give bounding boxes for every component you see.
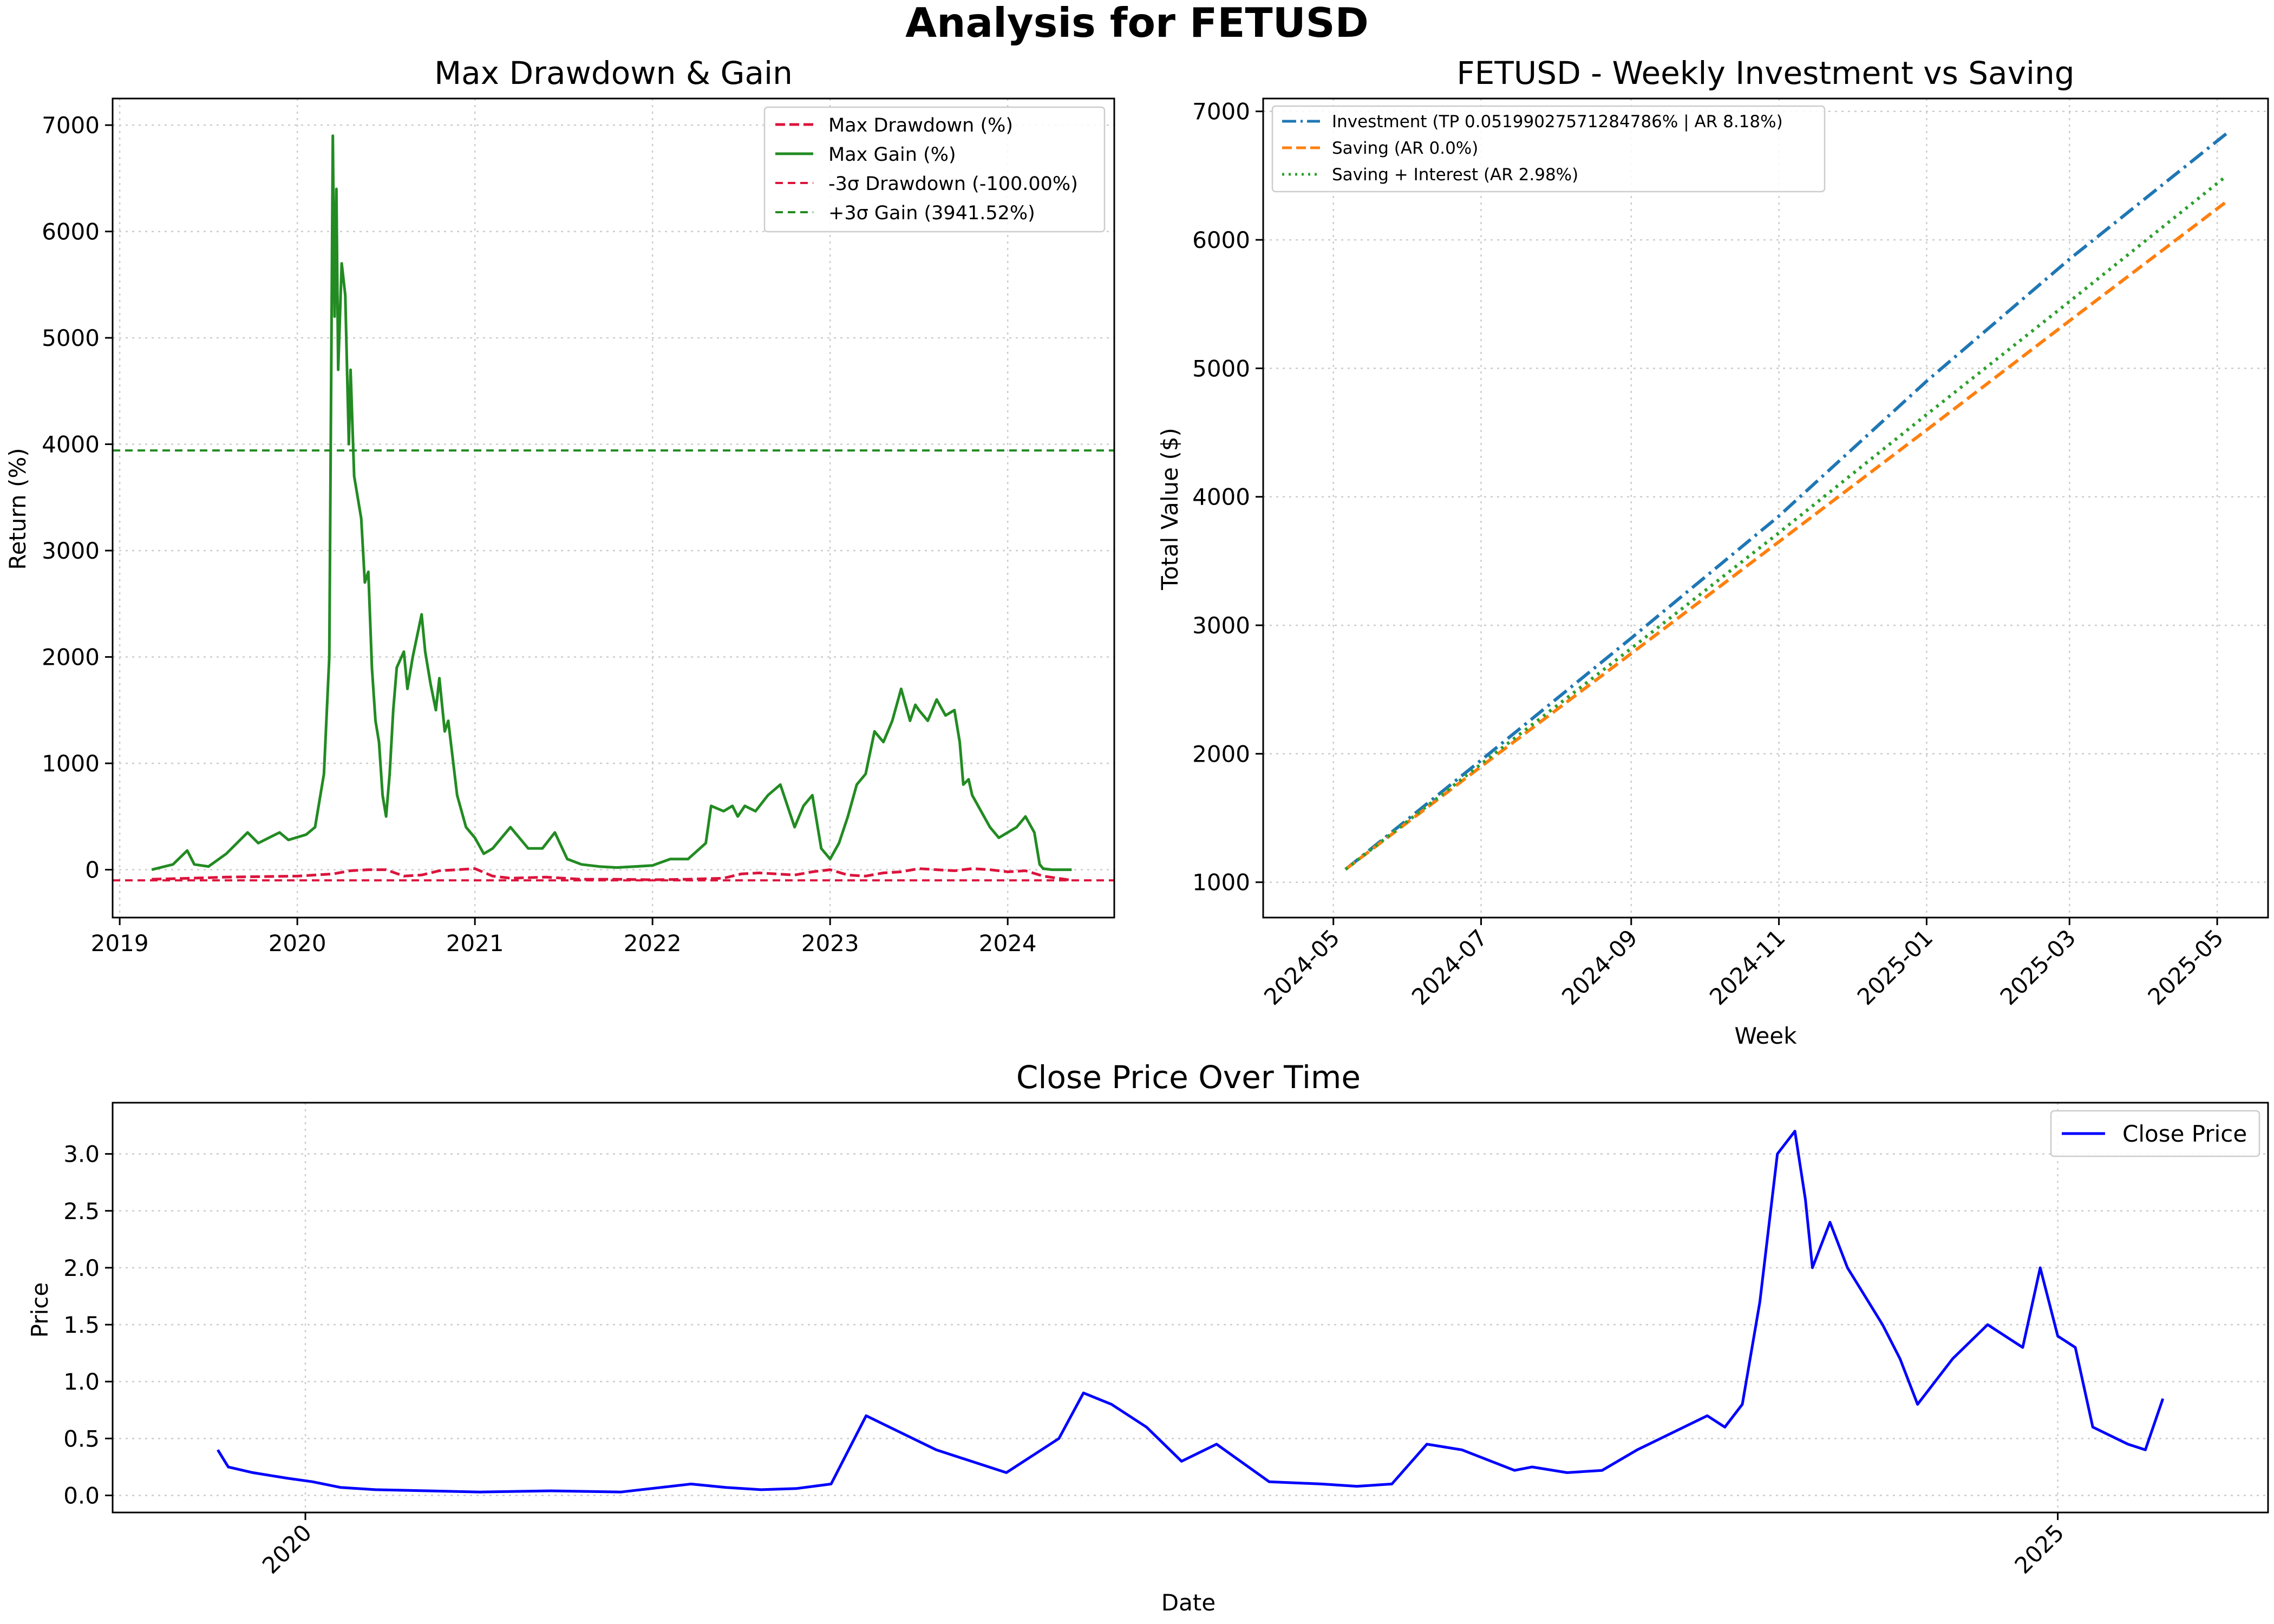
y-tick-label: 2000 [42, 644, 100, 671]
x-tick-label: 2020 [257, 1519, 317, 1579]
investment-panel: FETUSD - Weekly Investment vs Saving 202… [1156, 55, 2269, 1049]
investment-line [1344, 132, 2228, 871]
legend-max-gain: Max Gain (%) [828, 144, 956, 166]
legend-close-price: Close Price [2122, 1121, 2247, 1147]
x-tick-label: 2025-03 [1995, 924, 2081, 1010]
x-tick-label: 2020 [269, 930, 326, 957]
y-tick-label: 2.0 [63, 1255, 100, 1281]
y-tick-label: 7000 [1192, 99, 1250, 125]
y-tick-label: 0.5 [63, 1425, 100, 1452]
y-tick-label: 7000 [42, 112, 100, 139]
close-price-x-label: Date [1161, 1589, 1216, 1616]
y-tick-label: 3000 [42, 538, 100, 564]
y-tick-label: 2000 [1192, 741, 1250, 767]
investment-x-label: Week [1734, 1023, 1797, 1049]
max-drawdown-line [152, 867, 1072, 882]
close-price-x-ticks: 2020 2025 [257, 1512, 2069, 1579]
y-tick-label: 6000 [1192, 227, 1250, 253]
x-tick-label: 2025-05 [2142, 924, 2229, 1010]
drawdown-gain-title: Max Drawdown & Gain [434, 55, 793, 91]
y-tick-label: 3000 [1192, 612, 1250, 639]
investment-legend: Investment (TP 0.05199027571284786% | AR… [1271, 105, 1826, 193]
drawdown-gain-y-label: Return (%) [4, 448, 31, 569]
investment-grid [1263, 99, 2268, 918]
x-tick-label: 2022 [624, 930, 682, 957]
y-tick-label: 0 [85, 857, 100, 883]
investment-title: FETUSD - Weekly Investment vs Saving [1456, 55, 2074, 91]
sigma-lines [113, 449, 1114, 882]
legend-sigma-drawdown: -3σ Drawdown (-100.00%) [828, 173, 1078, 195]
y-tick-label: 1000 [42, 750, 100, 777]
legend-max-drawdown: Max Drawdown (%) [828, 115, 1013, 136]
y-tick-label: 5000 [1192, 355, 1250, 382]
close-price-y-label: Price [27, 1282, 53, 1338]
drawdown-gain-y-ticks: 0 1000 2000 3000 4000 5000 6000 7000 [42, 112, 113, 883]
y-tick-label: 1.5 [63, 1312, 100, 1338]
legend-saving: Saving (AR 0.0%) [1332, 139, 1478, 158]
y-tick-label: 1000 [1192, 869, 1250, 896]
investment-frame [1262, 97, 2269, 919]
y-tick-label: 5000 [42, 325, 100, 351]
figure-title: Analysis for FETUSD [905, 0, 1369, 47]
y-tick-label: 4000 [1192, 484, 1250, 510]
max-gain-line [151, 134, 1072, 872]
saving-interest-line [1344, 174, 2228, 871]
investment-x-ticks: 2024-05 2024-07 2024-09 2024-11 2025-01 2025-… [1259, 918, 2229, 1010]
y-tick-label: 3.0 [63, 1141, 100, 1168]
close-price-y-ticks: 0.0 0.5 1.0 1.5 2.0 2.5 3.0 [63, 1141, 113, 1509]
close-price-grid [113, 1103, 2268, 1512]
y-tick-label: 1.0 [63, 1368, 100, 1395]
x-tick-label: 2025 [2009, 1519, 2069, 1579]
close-price-title: Close Price Over Time [1016, 1059, 1361, 1096]
y-tick-label: 0.0 [63, 1482, 100, 1509]
close-price-panel: Close Price Over Time 2020 2025 0.0 0.5 1.0… [27, 1059, 2269, 1616]
drawdown-gain-frame [112, 97, 1115, 919]
x-tick-label: 2024-09 [1557, 924, 1643, 1010]
x-tick-label: 2024-11 [1704, 924, 1791, 1010]
close-price-line [217, 1130, 2165, 1494]
x-tick-label: 2024 [979, 930, 1037, 957]
x-tick-label: 2024-07 [1407, 924, 1493, 1010]
y-tick-label: 6000 [42, 219, 100, 245]
close-price-frame [112, 1102, 2269, 1514]
drawdown-gain-panel: Max Drawdown & Gain 2019 2020 2021 2022 2023… [4, 55, 1115, 957]
x-tick-label: 2025-01 [1852, 924, 1938, 1010]
investment-y-label: Total Value ($) [1156, 428, 1183, 591]
drawdown-gain-grid [113, 99, 1114, 918]
drawdown-gain-legend: Max Drawdown (%) Max Gain (%) -3σ Drawdo… [763, 106, 1106, 233]
x-tick-label: 2023 [801, 930, 859, 957]
y-tick-label: 4000 [42, 431, 100, 458]
x-tick-label: 2024-05 [1259, 924, 1345, 1010]
legend-sigma-gain: +3σ Gain (3941.52%) [828, 202, 1035, 224]
legend-investment: Investment (TP 0.05199027571284786% | AR… [1332, 112, 1783, 132]
x-tick-label: 2019 [91, 930, 149, 957]
x-tick-label: 2021 [446, 930, 504, 957]
investment-y-ticks: 1000 2000 3000 4000 5000 6000 7000 [1192, 99, 1263, 896]
saving-line [1344, 200, 2228, 871]
close-price-legend: Close Price [2050, 1110, 2260, 1157]
y-tick-label: 2.5 [63, 1198, 100, 1224]
legend-saving-interest: Saving + Interest (AR 2.98%) [1332, 165, 1578, 185]
drawdown-gain-x-ticks: 2019 2020 2021 2022 2023 2024 [91, 918, 1037, 957]
